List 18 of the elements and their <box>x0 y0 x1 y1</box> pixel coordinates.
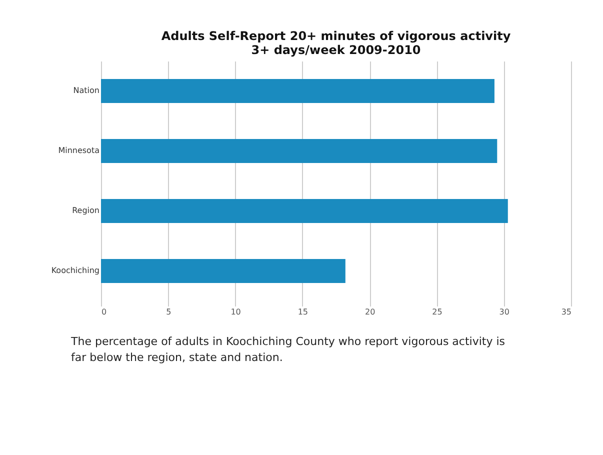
chart-title: Adults Self-Report 20+ minutes of vigorous activity 3+ days/week 2009-2010 <box>161 29 511 57</box>
x-tick-label: 30 <box>499 308 510 316</box>
y-tick-label: Nation <box>73 86 100 95</box>
bar <box>101 199 508 223</box>
bar <box>101 139 498 163</box>
text: The percentage of adults in Koochiching County who report vigorous activity is far below the region, state and nation. <box>70 335 506 364</box>
y-tick-label: Region <box>72 206 100 215</box>
x-tick-label: 20 <box>364 308 376 316</box>
x-tick-label: 10 <box>230 308 241 316</box>
y-tick-label: Minnesota <box>58 146 100 155</box>
x-tick-label: 25 <box>432 308 442 316</box>
x-tick-label: 0 <box>102 308 107 316</box>
y-tick-label: Koochiching <box>51 266 100 275</box>
x-tick-label: 5 <box>166 308 172 316</box>
bar <box>101 79 494 103</box>
x-tick-label: 35 <box>561 308 572 316</box>
x-tick-label: 15 <box>298 308 308 316</box>
bar <box>101 259 346 283</box>
